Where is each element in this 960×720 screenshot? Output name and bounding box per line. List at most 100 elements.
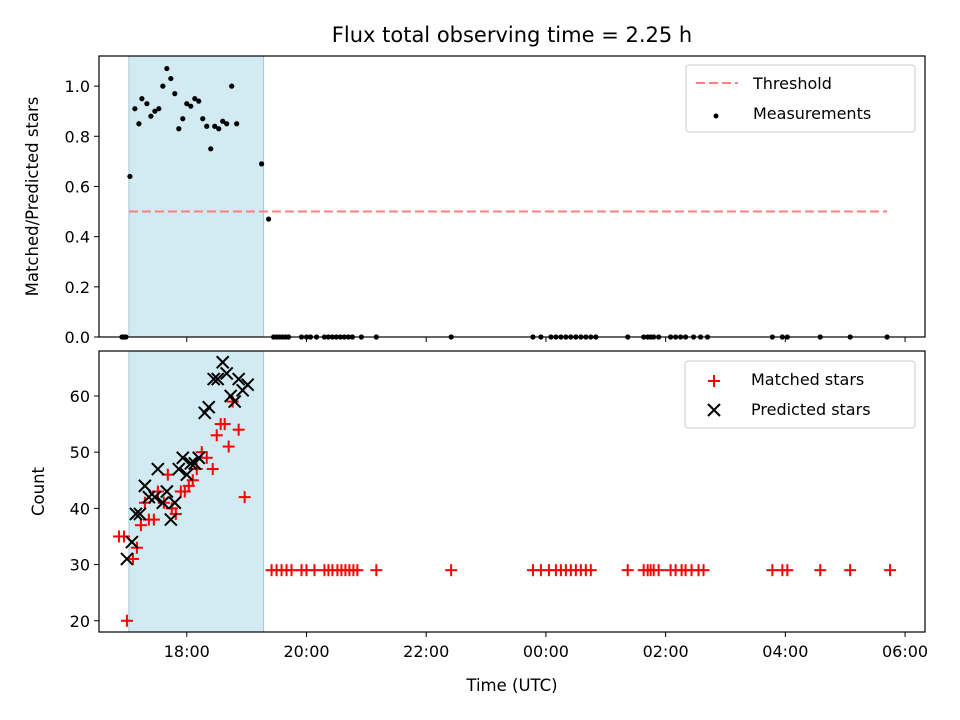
predicted-star-point [125,535,139,549]
matched-star-point [351,564,364,577]
top-legend: Threshold Measurements [685,64,916,133]
matched-star-point [134,519,147,532]
bottom-y-axis-label: Count [29,466,48,516]
bottom-y-ticks: 20 30 40 50 60 [70,387,99,631]
matched-star-point [232,423,245,436]
cross-stroke-b [231,372,246,386]
measurement-point [229,83,235,89]
cross-stroke-b [151,462,165,476]
top-legend-box [685,64,916,133]
bottom-legend: Matched stars Predicted stars [684,360,916,429]
matched-star-point [621,564,634,577]
cross-stroke-b [223,389,238,403]
chart-title: Flux total observing time = 2.25 h [332,23,692,47]
predicted-star-point [148,490,162,504]
cross-stroke-b [172,462,186,476]
predicted-star-point [180,467,194,482]
matched-star-point [814,564,827,577]
cross-stroke-b [707,403,721,417]
y-tick-label: 1.0 [65,77,90,96]
y-tick-label: 0.6 [65,177,90,196]
measurement-point [144,101,150,107]
measurement-point [216,126,222,132]
top-observing-window [128,55,265,338]
predicted-star-point [129,507,143,521]
predicted-star-point [120,552,134,566]
matched-star-point [147,513,160,526]
x-tick-label: 04:00 [762,642,808,661]
cross-stroke-b [133,507,147,521]
cross-stroke-b [164,512,178,527]
legend-plus-marker [708,375,720,387]
measurement-point [132,106,138,112]
measurement-point [184,101,190,107]
cross-stroke-b [125,535,139,549]
top-axes-frame [98,55,926,338]
predicted-star-point [223,389,238,403]
matched-star-point [884,564,897,577]
predicted-star-point [231,372,246,386]
top-y-ticks: 0.0 0.2 0.4 0.6 0.8 1.0 [65,77,99,347]
predicted-star-point [184,456,198,471]
legend-matched-swatch [708,375,720,387]
legend-matched-label: Matched stars [751,370,864,389]
measurement-point [259,161,265,167]
predicted-star-point [227,394,242,409]
matched-star-point [697,564,710,577]
measurement-point [220,118,226,124]
predicted-star-point [215,355,230,369]
measurement-point [148,113,154,119]
measurement-point [172,91,178,97]
measurement-point [127,173,133,180]
matched-star-point [370,564,383,577]
predicted-star-point [160,484,174,499]
y-tick-label: 50 [70,443,90,462]
cross-stroke-b [219,366,234,381]
bottom-legend-box [684,360,916,429]
x-tick-label: 02:00 [643,642,689,661]
x-tick-label: 20:00 [283,642,329,661]
x-tick-label: 22:00 [403,642,449,661]
matched-star-markers [112,395,897,627]
measurement-point [196,98,202,104]
y-tick-label: 0.2 [65,278,90,297]
matched-star-point [200,451,213,464]
cross-stroke-b [120,552,134,566]
cross-stroke-b [129,507,143,521]
legend-predicted-swatch [707,403,721,417]
measurement-point [204,123,210,129]
cross-stroke-b [215,355,230,369]
predicted-star-point [192,451,206,465]
cross-stroke-b [180,467,194,482]
matched-star-point [652,564,665,577]
measurement-point [188,103,194,109]
cross-stroke-b [176,451,190,465]
matched-star-point [445,564,458,577]
predicted-star-point [202,400,216,414]
measurement-point [200,116,206,122]
measurement-point [156,106,162,112]
legend-predicted-label: Predicted stars [751,400,871,419]
cross-stroke-b [198,406,212,420]
bottom-x-ticks: 18:00 20:00 22:00 00:00 02:00 04:00 06:00 [164,632,928,661]
matched-star-point [844,564,857,577]
cross-stroke-b [142,490,156,504]
cross-stroke-b [148,490,162,504]
legend-threshold-label: Threshold [752,74,832,93]
predicted-star-point [207,372,221,386]
y-tick-label: 0.4 [65,228,90,247]
matched-star-point [238,491,251,504]
matched-star-point [781,564,794,577]
y-tick-label: 20 [70,612,90,631]
cross-stroke-b [156,496,170,510]
legend-measurements-swatch [713,113,719,119]
cross-stroke-b [138,479,152,493]
predicted-star-point [219,366,234,381]
measurement-point [152,108,158,114]
cross-stroke-b [160,484,174,499]
cross-stroke-b [240,378,255,392]
measurement-point [180,116,186,122]
cross-stroke-b [207,372,221,386]
measurement-point [160,83,166,89]
